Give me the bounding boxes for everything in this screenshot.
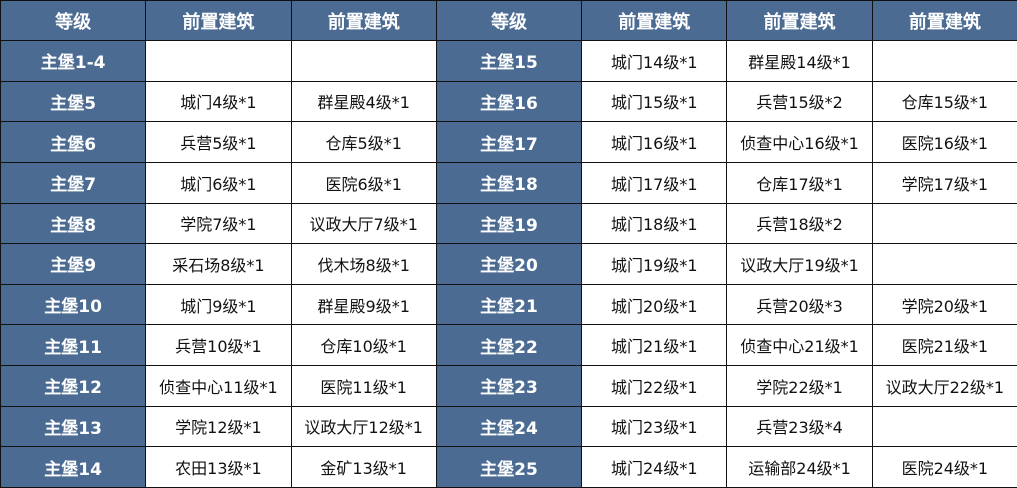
prerequisite-cell: 医院24级*1: [872, 447, 1017, 488]
prerequisite-cell: 仓库15级*1: [872, 81, 1017, 122]
prerequisite-cell: 运输部24级*1: [727, 447, 872, 488]
prerequisite-cell: [872, 244, 1017, 285]
prerequisite-cell: 城门24级*1: [582, 447, 727, 488]
level-cell: 主堡21: [436, 284, 581, 325]
level-cell: 主堡24: [436, 406, 581, 447]
level-cell: 主堡10: [1, 284, 146, 325]
prerequisite-cell: [872, 41, 1017, 82]
level-cell: 主堡14: [1, 447, 146, 488]
level-cell: 主堡1-4: [1, 41, 146, 82]
prerequisite-cell: 学院7级*1: [146, 203, 291, 244]
level-cell: 主堡17: [436, 122, 581, 163]
header-row: 等级前置建筑前置建筑等级前置建筑前置建筑前置建筑: [1, 1, 1017, 41]
prerequisite-cell: 群星殿9级*1: [291, 284, 436, 325]
prerequisite-cell: 金矿13级*1: [291, 447, 436, 488]
header-prerequisite: 前置建筑: [291, 1, 436, 41]
prerequisite-cell: 城门20级*1: [582, 284, 727, 325]
level-cell: 主堡11: [1, 325, 146, 366]
prerequisite-cell: 农田13级*1: [146, 447, 291, 488]
header-level: 等级: [436, 1, 581, 41]
prerequisite-cell: 兵营23级*4: [727, 406, 872, 447]
prerequisite-cell: 城门6级*1: [146, 162, 291, 203]
prerequisite-cell: 学院20级*1: [872, 284, 1017, 325]
level-cell: 主堡23: [436, 366, 581, 407]
prerequisite-cell: 兵营5级*1: [146, 122, 291, 163]
prerequisite-cell: [872, 203, 1017, 244]
prerequisite-cell: 侦查中心11级*1: [146, 366, 291, 407]
prerequisite-cell: 医院16级*1: [872, 122, 1017, 163]
prerequisite-cell: 兵营15级*2: [727, 81, 872, 122]
level-cell: 主堡22: [436, 325, 581, 366]
prerequisite-cell: 兵营18级*2: [727, 203, 872, 244]
header-prerequisite: 前置建筑: [582, 1, 727, 41]
prerequisite-cell: 兵营10级*1: [146, 325, 291, 366]
prerequisite-cell: 城门15级*1: [582, 81, 727, 122]
prerequisite-cell: 城门22级*1: [582, 366, 727, 407]
prerequisite-cell: 侦查中心16级*1: [727, 122, 872, 163]
level-cell: 主堡20: [436, 244, 581, 285]
level-cell: 主堡6: [1, 122, 146, 163]
level-cell: 主堡7: [1, 162, 146, 203]
level-cell: 主堡15: [436, 41, 581, 82]
level-cell: 主堡12: [1, 366, 146, 407]
prerequisite-cell: 学院22级*1: [727, 366, 872, 407]
level-cell: 主堡13: [1, 406, 146, 447]
prerequisite-cell: 议政大厅7级*1: [291, 203, 436, 244]
prerequisite-cell: 群星殿4级*1: [291, 81, 436, 122]
prerequisite-cell: 城门17级*1: [582, 162, 727, 203]
prerequisite-cell: 城门4级*1: [146, 81, 291, 122]
prerequisite-cell: 议政大厅19级*1: [727, 244, 872, 285]
prerequisite-cell: 议政大厅12级*1: [291, 406, 436, 447]
prerequisite-cell: 城门14级*1: [582, 41, 727, 82]
prerequisite-cell: 伐木场8级*1: [291, 244, 436, 285]
level-cell: 主堡25: [436, 447, 581, 488]
prerequisite-cell: [872, 406, 1017, 447]
prerequisite-cell: 城门9级*1: [146, 284, 291, 325]
prerequisite-cell: 城门18级*1: [582, 203, 727, 244]
prerequisite-cell: 采石场8级*1: [146, 244, 291, 285]
prerequisite-cell: 侦查中心21级*1: [727, 325, 872, 366]
level-cell: 主堡5: [1, 81, 146, 122]
prerequisite-cell: 仓库10级*1: [291, 325, 436, 366]
prerequisite-cell: 城门16级*1: [582, 122, 727, 163]
header-prerequisite: 前置建筑: [727, 1, 872, 41]
prerequisite-cell: 学院17级*1: [872, 162, 1017, 203]
prerequisite-cell: 城门21级*1: [582, 325, 727, 366]
prerequisite-cell: 仓库17级*1: [727, 162, 872, 203]
level-cell: 主堡9: [1, 244, 146, 285]
prerequisite-cell: 兵营20级*3: [727, 284, 872, 325]
prerequisite-cell: [291, 41, 436, 82]
prerequisite-cell: 医院6级*1: [291, 162, 436, 203]
prerequisite-cell: 群星殿14级*1: [727, 41, 872, 82]
prerequisite-cell: [146, 41, 291, 82]
prerequisite-cell: 城门23级*1: [582, 406, 727, 447]
level-cell: 主堡8: [1, 203, 146, 244]
prerequisite-cell: 医院11级*1: [291, 366, 436, 407]
header-level: 等级: [1, 1, 146, 41]
header-prerequisite: 前置建筑: [146, 1, 291, 41]
prerequisite-cell: 仓库5级*1: [291, 122, 436, 163]
prerequisite-cell: 医院21级*1: [872, 325, 1017, 366]
prerequisite-cell: 学院12级*1: [146, 406, 291, 447]
prerequisite-cell: 城门19级*1: [582, 244, 727, 285]
prerequisite-cell: 议政大厅22级*1: [872, 366, 1017, 407]
level-cell: 主堡18: [436, 162, 581, 203]
level-cell: 主堡19: [436, 203, 581, 244]
level-cell: 主堡16: [436, 81, 581, 122]
header-prerequisite: 前置建筑: [872, 1, 1017, 41]
